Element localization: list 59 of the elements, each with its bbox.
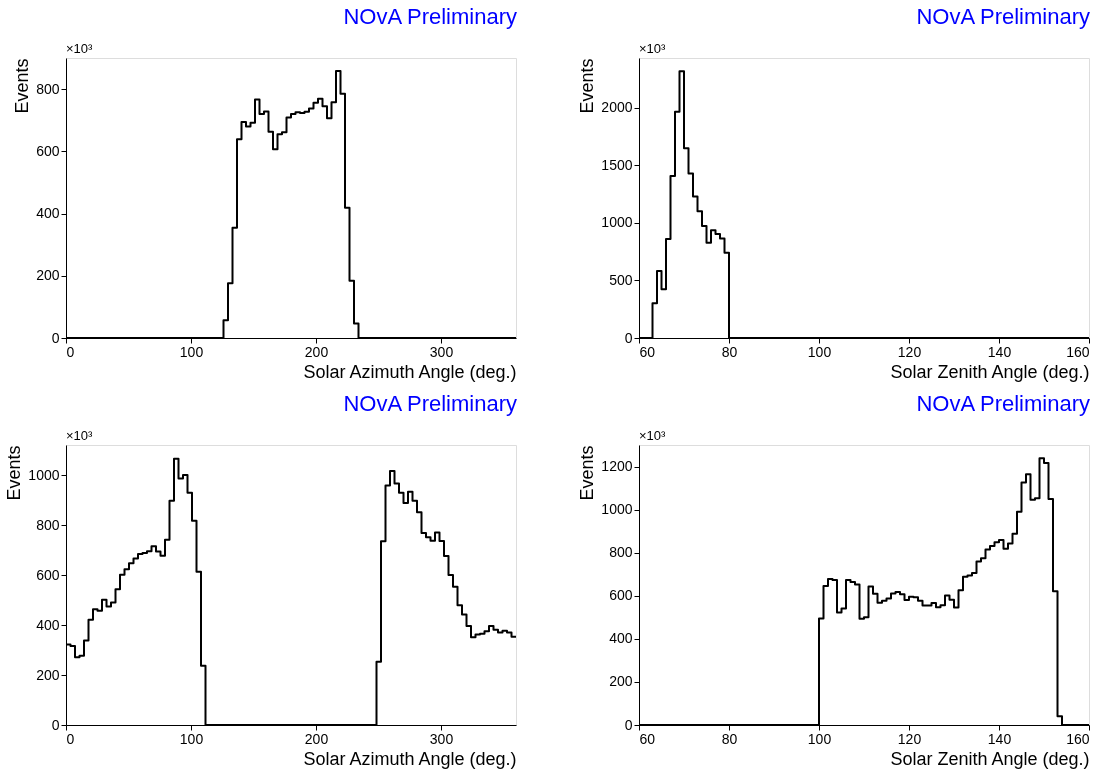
- y-tick-label: 1000: [28, 466, 60, 483]
- text: ×10³: [639, 428, 667, 443]
- y-tick-label: 800: [36, 516, 60, 533]
- y-tick-label: 600: [36, 566, 60, 583]
- chart-title: NOvA Preliminary: [343, 391, 517, 416]
- y-tick-label: 2000: [601, 99, 633, 116]
- x-tick-label: 300: [429, 730, 454, 747]
- x-tick-label: 300: [429, 343, 454, 360]
- x-tick-label: 200: [304, 730, 329, 747]
- text: ×10³: [639, 41, 667, 56]
- x-axis-title: Solar Zenith Angle (deg.): [890, 361, 1090, 382]
- x-tick-label: 120: [897, 343, 922, 360]
- x-tick-label: 100: [807, 343, 832, 360]
- x-tick-label: 120: [897, 730, 922, 747]
- y-tick-label: 500: [609, 271, 633, 288]
- x-tick-label: 160: [1066, 730, 1090, 747]
- y-axis-title: Events: [12, 58, 33, 114]
- chart-title: NOvA Preliminary: [343, 4, 517, 29]
- x-tick-label: 60: [639, 730, 656, 747]
- y-tick-label: 800: [36, 80, 60, 97]
- y-axis-title: Events: [577, 58, 598, 114]
- x-tick-label: 140: [987, 343, 1012, 360]
- x-tick-label: 160: [1066, 343, 1090, 360]
- y-axis-title: Events: [577, 445, 598, 501]
- x-tick-label: 140: [987, 730, 1012, 747]
- x-tick-label: 0: [66, 343, 75, 360]
- y-tick-label: 400: [36, 205, 60, 222]
- y-axis-title: Events: [4, 445, 25, 501]
- y-tick-label: 1200: [601, 458, 633, 475]
- x-axis-title: Solar Azimuth Angle (deg.): [303, 361, 517, 382]
- y-tick-label: 0: [51, 329, 60, 346]
- x-tick-label: 80: [721, 343, 738, 360]
- x-axis-title: Solar Azimuth Angle (deg.): [303, 748, 517, 769]
- x-tick-label: 80: [721, 730, 738, 747]
- y-tick-label: 1000: [601, 501, 633, 518]
- y-tick-label: 0: [51, 716, 60, 733]
- x-tick-label: 100: [179, 730, 204, 747]
- y-tick-label: 0: [624, 716, 633, 733]
- x-tick-label: 100: [179, 343, 204, 360]
- y-tick-label: 800: [609, 544, 633, 561]
- text: ×10³: [66, 41, 94, 56]
- y-tick-label: 1000: [601, 214, 633, 231]
- chart-title: NOvA Preliminary: [916, 4, 1090, 29]
- y-tick-label: 200: [36, 666, 60, 683]
- y-tick-label: 400: [36, 616, 60, 633]
- y-tick-label: 600: [609, 587, 633, 604]
- y-tick-label: 600: [36, 142, 60, 159]
- y-tick-label: 200: [36, 267, 60, 284]
- x-tick-label: 0: [66, 730, 75, 747]
- y-tick-label: 1500: [601, 156, 633, 173]
- x-axis-title: Solar Zenith Angle (deg.): [890, 748, 1090, 769]
- y-tick-label: 400: [609, 630, 633, 647]
- chart-title: NOvA Preliminary: [916, 391, 1090, 416]
- x-tick-label: 100: [807, 730, 832, 747]
- text: ×10³: [66, 428, 94, 443]
- x-tick-label: 60: [639, 343, 656, 360]
- x-tick-label: 200: [304, 343, 329, 360]
- y-tick-label: 200: [609, 673, 633, 690]
- y-tick-label: 0: [624, 329, 633, 346]
